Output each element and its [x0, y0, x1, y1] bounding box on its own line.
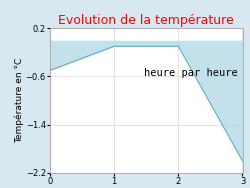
Y-axis label: Température en °C: Température en °C	[15, 58, 24, 143]
Title: Evolution de la température: Evolution de la température	[58, 14, 234, 27]
Text: heure par heure: heure par heure	[144, 68, 238, 78]
